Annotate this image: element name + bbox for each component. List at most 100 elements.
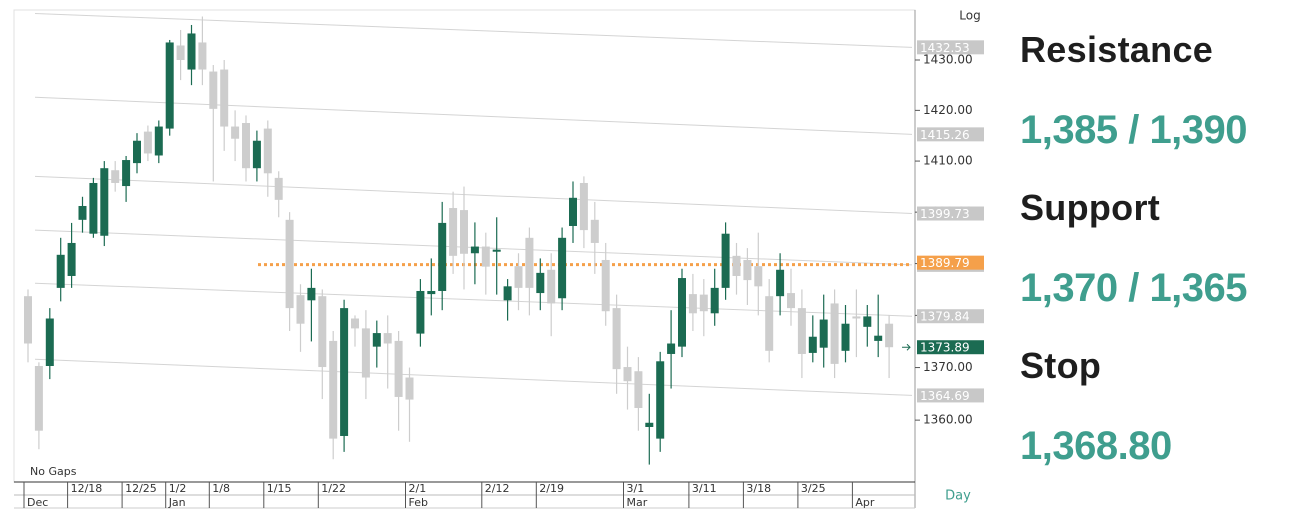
period-label: Day: [945, 489, 971, 504]
x-tick-label: 1/2: [169, 482, 187, 495]
level-label: Stop: [1020, 345, 1102, 386]
reference-label: 1389.79: [920, 256, 970, 270]
candle-body: [732, 255, 741, 276]
candle-body: [274, 177, 283, 200]
last-price-box: [917, 340, 984, 355]
candle-body: [154, 126, 163, 156]
trendline: [34, 175, 913, 215]
level-label: Resistance: [1020, 29, 1214, 70]
month-label: Apr: [855, 496, 875, 509]
candle-body: [470, 246, 479, 254]
scale-label: Log: [959, 9, 980, 23]
candle-body: [754, 266, 763, 287]
candle-body: [122, 160, 131, 187]
candle-body: [569, 197, 577, 226]
trendline-label: 1432.53: [920, 41, 970, 55]
candle-body: [231, 126, 240, 139]
candle-body: [765, 296, 774, 351]
level-value: 1,385 / 1,390: [1020, 108, 1248, 152]
gaps-note: No Gaps: [30, 465, 77, 478]
candle-body: [656, 361, 665, 439]
candle-body: [187, 33, 196, 70]
trendline-label-box: [917, 309, 984, 324]
trendline-label: 1415.26: [920, 128, 970, 142]
candle-body: [78, 205, 87, 220]
candle-body: [285, 219, 294, 309]
candle-body: [601, 259, 610, 312]
candle-body: [699, 294, 708, 312]
trendline-label: 1399.73: [920, 207, 970, 221]
candle-body: [743, 259, 752, 281]
y-tick-label: 1410.00: [923, 154, 973, 168]
candle-body: [329, 340, 338, 439]
candle-body: [143, 131, 152, 154]
candle-body: [460, 210, 468, 254]
candle-body: [372, 333, 381, 347]
candle-body: [165, 42, 174, 129]
x-tick-label: 1/15: [267, 482, 292, 495]
candle-body: [558, 237, 567, 299]
candle-body: [449, 208, 458, 256]
candle-body: [634, 371, 643, 409]
candle-body: [351, 318, 359, 329]
candle-body: [100, 168, 109, 236]
candle-body: [874, 335, 883, 341]
candle-body: [514, 266, 523, 288]
x-tick-label: 1/8: [212, 482, 230, 495]
month-label: Mar: [627, 496, 648, 509]
candle-body: [45, 318, 54, 366]
y-tick-label: 1430.00: [923, 53, 973, 67]
y-tick-label: 1370.00: [923, 360, 973, 374]
candle-body: [721, 233, 730, 288]
x-tick-label: 3/1: [627, 482, 645, 495]
candle-body: [612, 308, 621, 370]
month-label: Feb: [409, 496, 428, 509]
candle-body: [307, 287, 316, 301]
trendline: [34, 96, 913, 135]
candle-body: [678, 278, 686, 347]
trendline-label: 1364.69: [920, 389, 970, 403]
trendline: [34, 358, 913, 396]
month-label: Dec: [27, 496, 48, 509]
candle-body: [361, 328, 370, 378]
candle-body: [340, 308, 349, 436]
candle-body: [263, 128, 272, 174]
candle-body: [111, 170, 120, 183]
level-value: 1,370 / 1,365: [1020, 266, 1248, 310]
month-label: Jan: [168, 496, 186, 509]
candle-body: [394, 340, 403, 397]
candle-body: [525, 237, 534, 288]
candle-body: [318, 296, 327, 368]
x-tick-label: 12/25: [125, 482, 157, 495]
candle-body: [198, 42, 207, 70]
reference-label-box: [917, 255, 984, 270]
x-tick-label: 2/12: [485, 482, 510, 495]
candle-body: [427, 290, 436, 295]
candle-body: [438, 222, 447, 291]
x-tick-label: 2/19: [539, 482, 564, 495]
last-price-label: 1373.89: [920, 341, 970, 355]
candle-body: [416, 290, 425, 334]
x-tick-label: 1/22: [321, 482, 346, 495]
candle-body: [133, 140, 141, 164]
candle-body: [776, 269, 785, 297]
candle-body: [34, 365, 43, 431]
candle-body: [830, 303, 839, 364]
trendline: [34, 12, 913, 48]
candle-body: [252, 140, 261, 169]
candle-body: [67, 242, 76, 276]
x-tick-label: 2/1: [409, 482, 427, 495]
candle-body: [645, 422, 654, 427]
candle-body: [296, 295, 305, 324]
candle-body: [885, 323, 894, 348]
candle-body: [819, 319, 828, 348]
level-label: Support: [1020, 187, 1161, 228]
x-tick-label: 3/11: [692, 482, 717, 495]
candle-body: [242, 123, 250, 169]
candle-body: [176, 45, 185, 61]
candle-body: [852, 316, 861, 319]
chart: Log No Gaps Day 1360.001370.001380.00139…: [13, 9, 984, 509]
candle-body: [667, 343, 676, 354]
candle-body: [492, 249, 501, 252]
